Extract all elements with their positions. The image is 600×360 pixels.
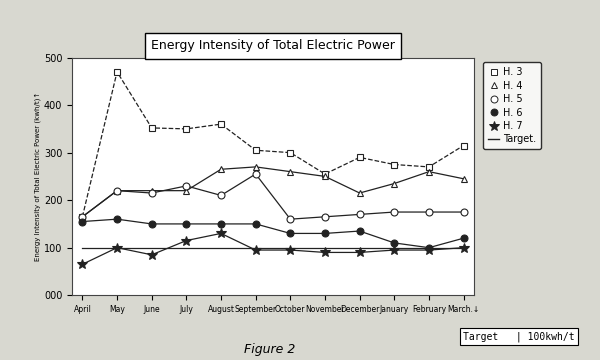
Y-axis label: Energy Intensity of Total Electric Power (kwh/t)↑: Energy Intensity of Total Electric Power… — [34, 92, 41, 261]
Title: Energy Intensity of Total Electric Power: Energy Intensity of Total Electric Power — [151, 39, 395, 52]
Legend: H. 3, H. 4, H. 5, H. 6, H. 7, Target.: H. 3, H. 4, H. 5, H. 6, H. 7, Target. — [483, 63, 541, 149]
Text: Figure 2: Figure 2 — [244, 343, 296, 356]
Text: Target   | 100kwh/t: Target | 100kwh/t — [463, 331, 575, 342]
